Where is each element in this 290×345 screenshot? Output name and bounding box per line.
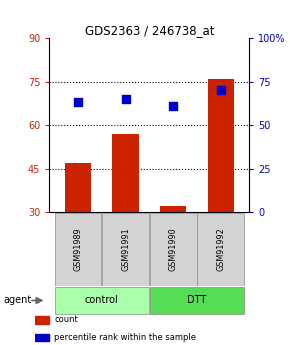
Bar [197,213,244,286]
Bar [102,213,149,286]
Point [123,96,128,102]
Text: GSM91990: GSM91990 [169,227,178,271]
Bar [150,287,244,314]
Bar [150,213,197,286]
Text: GSM91992: GSM91992 [216,227,225,271]
Bar [35,334,49,341]
Point [171,103,175,109]
Bar [160,206,186,212]
Point [76,100,80,105]
Bar [55,213,101,286]
Text: count: count [54,315,78,324]
Text: control: control [85,296,119,305]
Text: agent: agent [3,296,31,305]
Title: GDS2363 / 246738_at: GDS2363 / 246738_at [85,24,214,37]
Point [218,87,223,93]
Text: DTT: DTT [187,296,206,305]
Bar [113,134,139,212]
Bar [65,163,91,212]
Bar [55,287,149,314]
Text: GSM91989: GSM91989 [73,227,82,271]
Text: GSM91991: GSM91991 [121,227,130,271]
Bar [208,79,234,212]
Bar [35,316,49,324]
Text: percentile rank within the sample: percentile rank within the sample [54,333,196,342]
